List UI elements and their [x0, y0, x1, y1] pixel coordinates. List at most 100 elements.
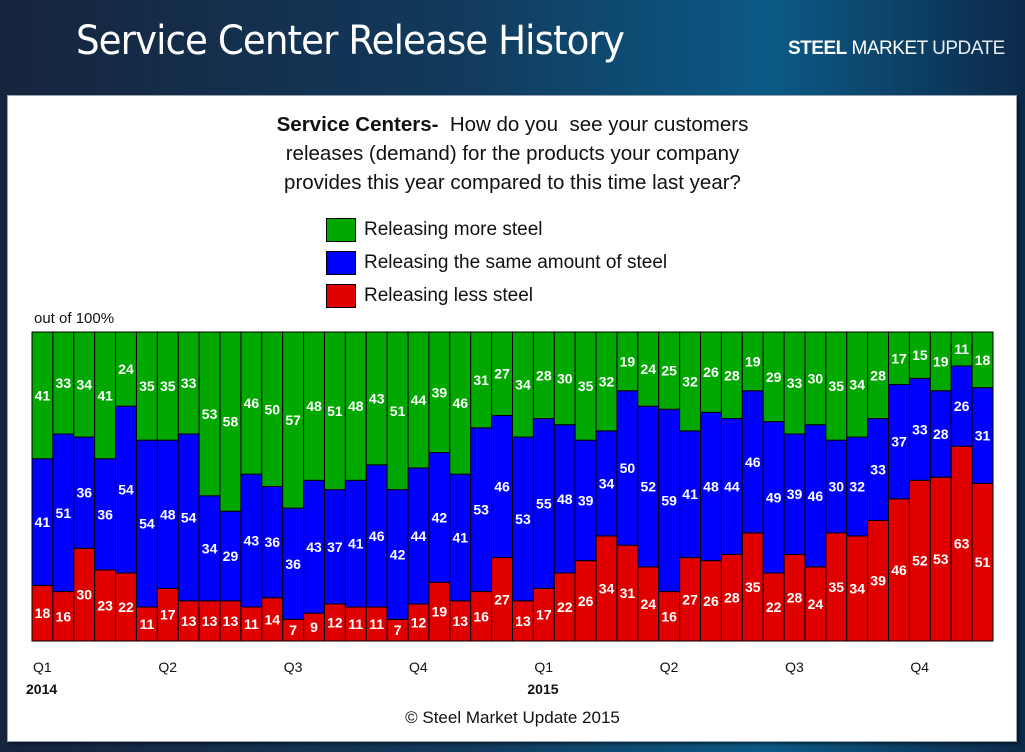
data-label-same: 30 [829, 479, 845, 495]
data-label-more: 33 [56, 375, 72, 391]
data-label-less: 34 [599, 580, 615, 596]
data-label-less: 24 [641, 596, 657, 612]
data-label-more: 35 [578, 378, 594, 394]
data-label-same: 46 [745, 454, 761, 470]
data-label-less: 28 [724, 590, 740, 606]
data-label-same: 54 [139, 516, 155, 532]
data-label-more: 15 [912, 347, 928, 363]
data-label-less: 34 [849, 580, 865, 596]
x-tick-label: Q2 [660, 659, 679, 675]
data-label-less: 11 [348, 616, 363, 632]
data-label-less: 11 [244, 616, 259, 632]
data-label-more: 34 [515, 377, 531, 393]
data-label-same: 53 [473, 502, 489, 518]
data-label-same: 41 [35, 514, 51, 530]
data-label-less: 22 [557, 599, 573, 615]
data-label-same: 55 [536, 495, 552, 511]
data-label-more: 44 [411, 392, 427, 408]
data-label-more: 46 [452, 395, 468, 411]
data-label-same: 42 [390, 546, 406, 562]
question-line-2: releases (demand) for the products your … [285, 142, 740, 165]
data-label-same: 37 [891, 434, 907, 450]
x-year-label: 2015 [527, 681, 558, 697]
data-label-more: 46 [244, 395, 260, 411]
data-label-more: 30 [808, 370, 824, 386]
data-label-less: 11 [369, 616, 384, 632]
data-label-same: 54 [118, 482, 134, 498]
x-tick-label: Q4 [409, 659, 428, 675]
data-label-less: 26 [578, 593, 594, 609]
data-label-same: 44 [411, 528, 427, 544]
data-label-same: 31 [975, 428, 991, 444]
data-label-more: 29 [766, 369, 782, 385]
data-label-more: 28 [536, 367, 552, 383]
data-label-less: 13 [452, 613, 468, 629]
data-label-less: 63 [954, 536, 970, 552]
data-label-less: 24 [808, 596, 824, 612]
data-label-same: 54 [181, 509, 197, 525]
data-label-more: 35 [139, 378, 155, 394]
data-label-more: 33 [181, 375, 197, 391]
question-line-1: How do you see your customers [438, 113, 749, 136]
copyright-notice: © Steel Market Update 2015 [405, 708, 620, 727]
data-label-more: 39 [432, 384, 448, 400]
x-tick-label: Q1 [534, 659, 553, 675]
x-tick-label: Q4 [910, 659, 929, 675]
data-label-less: 31 [620, 585, 636, 601]
data-label-more: 35 [829, 378, 845, 394]
data-label-more: 50 [264, 401, 280, 417]
x-tick-label: Q1 [33, 659, 52, 675]
data-label-more: 43 [369, 390, 385, 406]
data-label-less: 39 [870, 573, 886, 589]
data-label-more: 19 [745, 353, 761, 369]
data-label-less: 16 [661, 608, 677, 624]
data-label-same: 39 [578, 492, 594, 508]
data-label-more: 57 [285, 412, 301, 428]
logo-word-update: UPDATE [932, 38, 1005, 59]
data-label-same: 52 [641, 479, 657, 495]
data-label-less: 19 [432, 604, 448, 620]
data-label-more: 27 [494, 366, 510, 382]
data-label-less: 23 [97, 597, 113, 613]
data-label-same: 46 [808, 488, 824, 504]
data-label-less: 17 [160, 607, 176, 623]
data-label-same: 32 [849, 479, 865, 495]
data-label-less: 27 [494, 591, 510, 607]
data-label-less: 46 [891, 562, 907, 578]
data-label-less: 30 [76, 587, 92, 603]
data-label-more: 41 [97, 387, 113, 403]
data-label-less: 12 [327, 614, 343, 630]
logo-text: STEEL MARKET UPDATE [788, 38, 1005, 60]
data-label-less: 22 [766, 599, 782, 615]
data-label-more: 30 [557, 370, 573, 386]
data-label-same: 43 [306, 539, 322, 555]
data-label-more: 24 [641, 361, 657, 377]
data-label-same: 34 [202, 540, 218, 556]
data-label-less: 13 [515, 613, 531, 629]
data-label-more: 11 [954, 341, 969, 357]
data-label-less: 35 [745, 579, 761, 595]
data-label-more: 26 [703, 364, 719, 380]
data-label-same: 51 [56, 505, 72, 521]
data-label-same: 46 [369, 528, 385, 544]
data-label-same: 39 [787, 486, 803, 502]
data-label-same: 37 [327, 539, 343, 555]
data-label-same: 36 [97, 506, 113, 522]
data-label-more: 19 [620, 353, 636, 369]
data-label-same: 48 [160, 506, 176, 522]
data-label-more: 35 [160, 378, 176, 394]
data-label-more: 51 [390, 403, 406, 419]
legend-label-same: Releasing the same amount of steel [364, 252, 668, 273]
data-label-same: 48 [703, 479, 719, 495]
x-year-label: 2014 [26, 681, 57, 697]
bar-segment-more [971, 331, 994, 389]
data-label-more: 58 [223, 414, 239, 430]
data-label-same: 41 [348, 536, 364, 552]
data-label-same: 42 [432, 509, 448, 525]
data-label-same: 36 [76, 485, 92, 501]
data-label-less: 52 [912, 553, 928, 569]
data-label-more: 53 [202, 406, 218, 422]
data-label-less: 17 [536, 607, 552, 623]
data-label-less: 26 [703, 593, 719, 609]
